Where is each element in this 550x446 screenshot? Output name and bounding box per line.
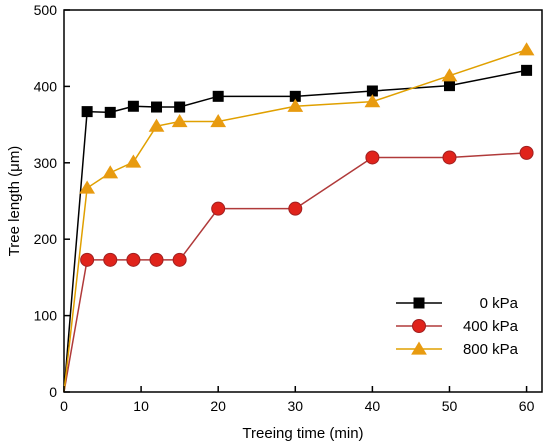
data-point [365, 150, 380, 165]
data-point [126, 252, 141, 267]
data-point [79, 180, 96, 194]
legend: 0 kPa 400 kPa 800 kPa [396, 295, 519, 358]
data-point [442, 150, 457, 165]
data-point [125, 154, 142, 168]
data-point [171, 114, 188, 128]
y-tick-label: 200 [34, 231, 58, 247]
data-point [80, 252, 95, 267]
data-point [210, 114, 227, 128]
x-tick-label: 50 [442, 398, 458, 414]
legend-label: 400 kPa [463, 318, 519, 335]
data-point [212, 90, 224, 102]
plot-frame [63, 9, 543, 393]
data-point [366, 85, 378, 97]
y-tick-label: 400 [34, 78, 58, 94]
data-point [149, 252, 164, 267]
x-tick-label: 0 [60, 398, 68, 414]
y-axis: 0 100 200 300 400 500 [34, 2, 70, 400]
series-0 [63, 64, 533, 393]
x-tick-label: 40 [365, 398, 381, 414]
plot-area [63, 9, 543, 393]
legend-marker [413, 297, 425, 309]
data-point [441, 68, 458, 82]
legend-marker [411, 341, 427, 355]
data-point [148, 118, 165, 132]
data-point [81, 106, 93, 118]
legend-label: 0 kPa [480, 295, 519, 312]
data-point [364, 94, 381, 108]
data-point [519, 145, 534, 160]
y-tick-label: 300 [34, 155, 58, 171]
data-point [127, 100, 139, 112]
data-point [174, 101, 186, 113]
y-tick-label: 0 [49, 384, 57, 400]
data-point [104, 106, 116, 118]
data-point [103, 252, 118, 267]
data-point [102, 165, 119, 179]
data-point [443, 80, 455, 92]
data-point [211, 201, 226, 216]
data-point [518, 42, 535, 56]
series-2 [63, 42, 535, 393]
x-tick-label: 10 [133, 398, 149, 414]
data-point [287, 98, 304, 112]
data-point [521, 64, 533, 76]
data-point [288, 201, 303, 216]
x-axis: 0 10 20 30 40 50 60 [60, 386, 535, 414]
data-point [289, 90, 301, 102]
x-tick-label: 60 [519, 398, 535, 414]
data-point [151, 101, 163, 113]
data-point [172, 252, 187, 267]
x-axis-label: Treeing time (min) [242, 425, 363, 442]
y-tick-label: 100 [34, 308, 58, 324]
series-1 [63, 145, 534, 393]
x-tick-label: 30 [288, 398, 304, 414]
series-line [63, 69, 527, 393]
legend-marker [412, 319, 426, 333]
y-axis-label: Tree length (μm) [6, 146, 23, 257]
series-line [63, 152, 527, 393]
legend-label: 800 kPa [463, 341, 519, 358]
y-tick-label: 500 [34, 2, 58, 18]
x-tick-label: 20 [210, 398, 226, 414]
